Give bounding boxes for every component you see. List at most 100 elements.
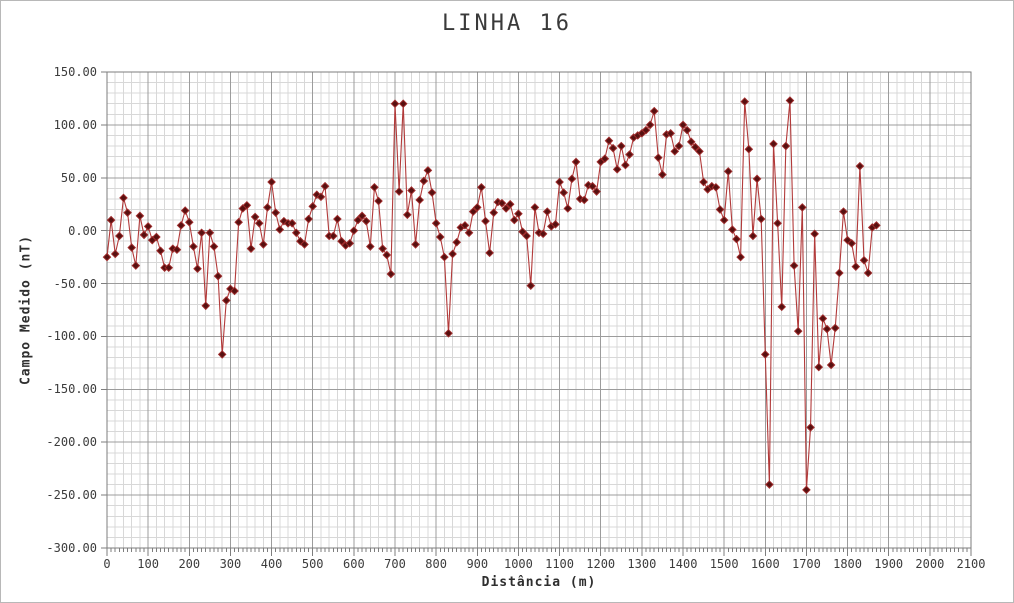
data-marker bbox=[345, 239, 355, 248]
plot-area bbox=[101, 71, 972, 556]
data-marker bbox=[440, 252, 449, 262]
data-marker bbox=[382, 250, 392, 260]
data-marker bbox=[818, 314, 828, 323]
data-marker bbox=[291, 228, 301, 238]
data-marker bbox=[822, 324, 832, 334]
data-marker bbox=[378, 244, 387, 253]
x-tick-label: 800 bbox=[425, 557, 447, 571]
y-tick-label: 50.00 bbox=[60, 170, 97, 185]
x-tick-label: 1600 bbox=[750, 557, 780, 571]
data-marker bbox=[394, 187, 404, 196]
data-marker bbox=[308, 202, 318, 211]
data-marker bbox=[435, 232, 445, 242]
data-marker bbox=[176, 221, 186, 230]
data-marker bbox=[156, 246, 165, 256]
data-marker bbox=[213, 271, 223, 281]
data-marker bbox=[765, 480, 774, 489]
data-marker bbox=[460, 221, 470, 230]
data-marker bbox=[522, 231, 531, 241]
data-marker bbox=[197, 228, 206, 238]
data-marker bbox=[222, 296, 231, 305]
data-marker bbox=[625, 150, 634, 159]
data-marker bbox=[415, 195, 424, 205]
data-marker bbox=[267, 177, 276, 187]
data-marker bbox=[152, 232, 161, 242]
data-marker bbox=[559, 188, 568, 197]
data-marker bbox=[312, 190, 322, 200]
data-marker bbox=[403, 210, 412, 220]
data-marker bbox=[209, 242, 219, 251]
x-tick-label: 1700 bbox=[791, 557, 821, 571]
data-marker bbox=[826, 360, 836, 370]
data-marker bbox=[300, 240, 309, 249]
data-marker bbox=[320, 181, 330, 191]
data-marker bbox=[674, 141, 684, 151]
data-marker bbox=[328, 231, 338, 241]
data-marker bbox=[649, 106, 659, 116]
data-marker bbox=[686, 137, 696, 147]
data-marker bbox=[189, 242, 198, 251]
x-tick-label: 700 bbox=[384, 557, 406, 571]
data-marker bbox=[789, 261, 799, 270]
data-marker bbox=[859, 255, 869, 265]
data-marker bbox=[448, 249, 457, 259]
x-tick-label: 500 bbox=[301, 557, 324, 571]
data-marker bbox=[711, 182, 721, 192]
x-tick-label: 0 bbox=[103, 557, 111, 571]
data-marker bbox=[802, 485, 811, 495]
data-marker bbox=[872, 221, 881, 230]
data-marker bbox=[604, 136, 614, 146]
data-marker bbox=[477, 182, 486, 192]
data-marker bbox=[374, 196, 383, 206]
data-marker bbox=[555, 177, 564, 187]
data-marker bbox=[337, 236, 346, 246]
y-tick-label: 0.00 bbox=[68, 223, 97, 238]
data-marker bbox=[230, 286, 239, 296]
x-tick-label: 1400 bbox=[668, 557, 698, 571]
y-tick-label: 100.00 bbox=[53, 117, 97, 132]
data-marker bbox=[431, 218, 441, 228]
data-marker bbox=[699, 177, 708, 187]
data-marker bbox=[855, 161, 865, 171]
data-marker bbox=[682, 125, 692, 135]
data-marker bbox=[551, 220, 560, 229]
data-marker bbox=[806, 423, 815, 432]
data-marker bbox=[489, 208, 499, 217]
y-tick-label: -100.00 bbox=[46, 329, 97, 344]
data-marker bbox=[719, 215, 729, 225]
data-marker bbox=[760, 350, 770, 359]
data-marker bbox=[217, 350, 227, 359]
chart-title: LINHA 16 bbox=[442, 11, 572, 36]
data-marker bbox=[728, 225, 737, 234]
data-marker bbox=[695, 147, 704, 156]
data-marker bbox=[530, 203, 540, 212]
data-marker bbox=[542, 207, 552, 216]
data-marker bbox=[304, 214, 313, 224]
y-tick-label: -200.00 bbox=[46, 435, 97, 450]
data-marker bbox=[670, 147, 680, 156]
data-marker bbox=[115, 231, 124, 241]
data-marker bbox=[839, 207, 848, 216]
data-marker bbox=[563, 204, 573, 213]
y-tick-label: -150.00 bbox=[46, 382, 97, 397]
data-marker bbox=[748, 231, 758, 241]
data-marker bbox=[316, 192, 326, 202]
data-marker bbox=[810, 229, 819, 239]
data-marker bbox=[579, 195, 589, 205]
data-marker bbox=[654, 153, 663, 162]
x-tick-label: 200 bbox=[178, 557, 201, 571]
data-marker bbox=[349, 226, 359, 235]
data-marker bbox=[616, 141, 626, 151]
data-marker bbox=[621, 160, 630, 170]
data-marker bbox=[497, 198, 507, 208]
data-marker bbox=[472, 203, 482, 212]
data-marker bbox=[592, 187, 601, 196]
data-marker bbox=[333, 214, 342, 224]
data-marker bbox=[485, 248, 494, 258]
data-marker bbox=[246, 244, 256, 253]
data-marker bbox=[411, 240, 420, 249]
data-marker bbox=[407, 186, 416, 195]
data-marker bbox=[505, 199, 515, 209]
data-marker bbox=[736, 252, 745, 262]
